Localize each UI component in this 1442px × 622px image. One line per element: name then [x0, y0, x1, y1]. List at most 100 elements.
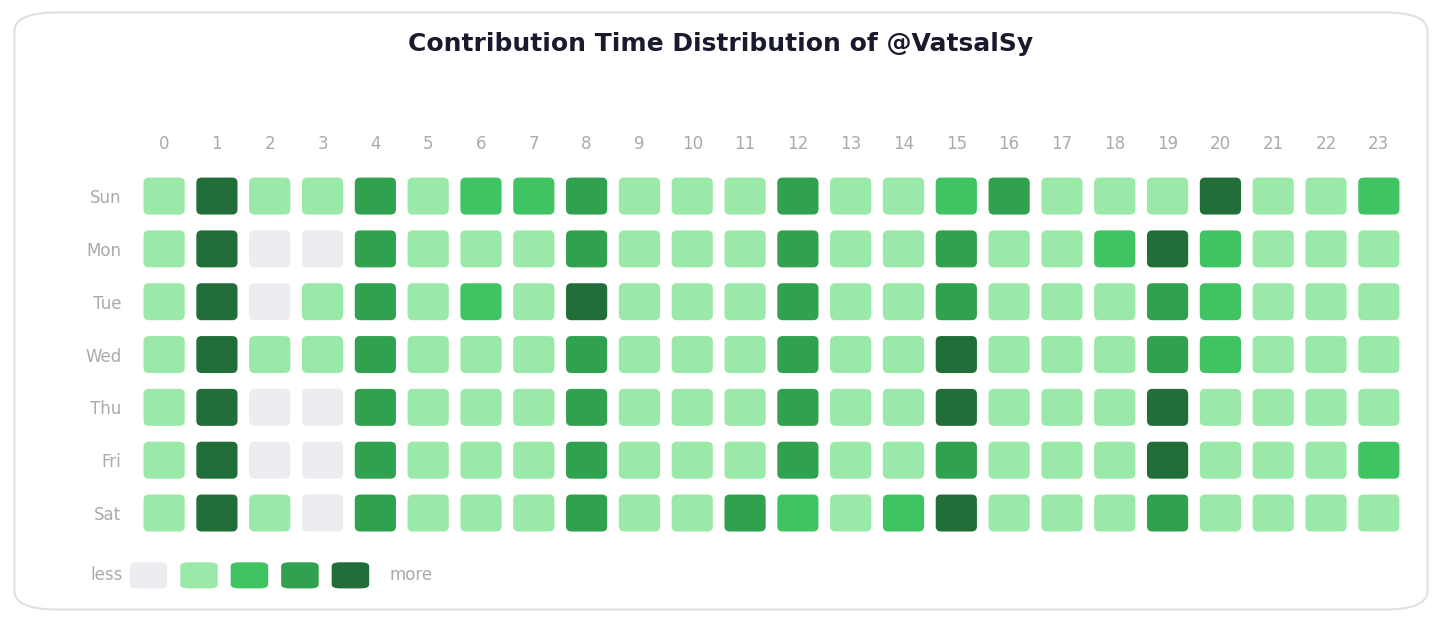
FancyBboxPatch shape	[1146, 230, 1188, 267]
FancyBboxPatch shape	[460, 283, 502, 320]
FancyBboxPatch shape	[831, 442, 871, 479]
FancyBboxPatch shape	[777, 336, 819, 373]
FancyBboxPatch shape	[831, 336, 871, 373]
FancyBboxPatch shape	[249, 283, 290, 320]
FancyBboxPatch shape	[883, 283, 924, 320]
FancyBboxPatch shape	[408, 442, 448, 479]
FancyBboxPatch shape	[1358, 389, 1399, 426]
FancyBboxPatch shape	[196, 230, 238, 267]
FancyBboxPatch shape	[301, 389, 343, 426]
FancyBboxPatch shape	[619, 389, 660, 426]
FancyBboxPatch shape	[883, 442, 924, 479]
FancyBboxPatch shape	[460, 230, 502, 267]
FancyBboxPatch shape	[777, 494, 819, 532]
Text: less: less	[91, 567, 123, 584]
FancyBboxPatch shape	[989, 283, 1030, 320]
FancyBboxPatch shape	[672, 442, 712, 479]
FancyBboxPatch shape	[196, 494, 238, 532]
FancyBboxPatch shape	[301, 494, 343, 532]
FancyBboxPatch shape	[724, 389, 766, 426]
FancyBboxPatch shape	[989, 230, 1030, 267]
FancyBboxPatch shape	[249, 230, 290, 267]
FancyBboxPatch shape	[144, 336, 185, 373]
FancyBboxPatch shape	[672, 336, 712, 373]
FancyBboxPatch shape	[831, 494, 871, 532]
FancyBboxPatch shape	[567, 230, 607, 267]
FancyBboxPatch shape	[460, 177, 502, 215]
FancyBboxPatch shape	[724, 230, 766, 267]
FancyBboxPatch shape	[1146, 442, 1188, 479]
FancyBboxPatch shape	[1200, 177, 1242, 215]
FancyBboxPatch shape	[1094, 442, 1135, 479]
FancyBboxPatch shape	[989, 177, 1030, 215]
FancyBboxPatch shape	[513, 389, 554, 426]
FancyBboxPatch shape	[883, 494, 924, 532]
FancyBboxPatch shape	[936, 442, 976, 479]
FancyBboxPatch shape	[1200, 442, 1242, 479]
FancyBboxPatch shape	[831, 283, 871, 320]
FancyBboxPatch shape	[249, 177, 290, 215]
FancyBboxPatch shape	[408, 177, 448, 215]
FancyBboxPatch shape	[1094, 494, 1135, 532]
FancyBboxPatch shape	[1041, 494, 1083, 532]
FancyBboxPatch shape	[1358, 177, 1399, 215]
FancyBboxPatch shape	[1253, 283, 1293, 320]
FancyBboxPatch shape	[1146, 177, 1188, 215]
FancyBboxPatch shape	[989, 336, 1030, 373]
FancyBboxPatch shape	[777, 177, 819, 215]
FancyBboxPatch shape	[408, 389, 448, 426]
FancyBboxPatch shape	[1200, 230, 1242, 267]
FancyBboxPatch shape	[936, 230, 976, 267]
FancyBboxPatch shape	[936, 336, 976, 373]
FancyBboxPatch shape	[144, 177, 185, 215]
FancyBboxPatch shape	[408, 494, 448, 532]
FancyBboxPatch shape	[144, 494, 185, 532]
FancyBboxPatch shape	[196, 336, 238, 373]
FancyBboxPatch shape	[1305, 389, 1347, 426]
FancyBboxPatch shape	[1041, 336, 1083, 373]
FancyBboxPatch shape	[883, 336, 924, 373]
FancyBboxPatch shape	[1253, 389, 1293, 426]
FancyBboxPatch shape	[1305, 230, 1347, 267]
FancyBboxPatch shape	[777, 442, 819, 479]
FancyBboxPatch shape	[144, 389, 185, 426]
FancyBboxPatch shape	[301, 230, 343, 267]
FancyBboxPatch shape	[1200, 494, 1242, 532]
FancyBboxPatch shape	[1200, 336, 1242, 373]
FancyBboxPatch shape	[196, 442, 238, 479]
FancyBboxPatch shape	[144, 230, 185, 267]
FancyBboxPatch shape	[1041, 442, 1083, 479]
FancyBboxPatch shape	[249, 389, 290, 426]
FancyBboxPatch shape	[196, 389, 238, 426]
FancyBboxPatch shape	[831, 230, 871, 267]
FancyBboxPatch shape	[355, 442, 397, 479]
FancyBboxPatch shape	[619, 283, 660, 320]
FancyBboxPatch shape	[1358, 442, 1399, 479]
FancyBboxPatch shape	[1358, 336, 1399, 373]
FancyBboxPatch shape	[355, 283, 397, 320]
FancyBboxPatch shape	[567, 177, 607, 215]
FancyBboxPatch shape	[355, 177, 397, 215]
FancyBboxPatch shape	[1305, 177, 1347, 215]
FancyBboxPatch shape	[301, 336, 343, 373]
FancyBboxPatch shape	[301, 177, 343, 215]
FancyBboxPatch shape	[1305, 283, 1347, 320]
FancyBboxPatch shape	[249, 336, 290, 373]
FancyBboxPatch shape	[883, 177, 924, 215]
FancyBboxPatch shape	[1041, 230, 1083, 267]
FancyBboxPatch shape	[619, 494, 660, 532]
FancyBboxPatch shape	[513, 283, 554, 320]
FancyBboxPatch shape	[513, 494, 554, 532]
FancyBboxPatch shape	[989, 494, 1030, 532]
FancyBboxPatch shape	[619, 230, 660, 267]
FancyBboxPatch shape	[1253, 230, 1293, 267]
FancyBboxPatch shape	[777, 283, 819, 320]
FancyBboxPatch shape	[1146, 283, 1188, 320]
FancyBboxPatch shape	[1094, 283, 1135, 320]
FancyBboxPatch shape	[408, 283, 448, 320]
FancyBboxPatch shape	[883, 389, 924, 426]
FancyBboxPatch shape	[460, 336, 502, 373]
FancyBboxPatch shape	[672, 389, 712, 426]
FancyBboxPatch shape	[1305, 442, 1347, 479]
FancyBboxPatch shape	[1200, 389, 1242, 426]
